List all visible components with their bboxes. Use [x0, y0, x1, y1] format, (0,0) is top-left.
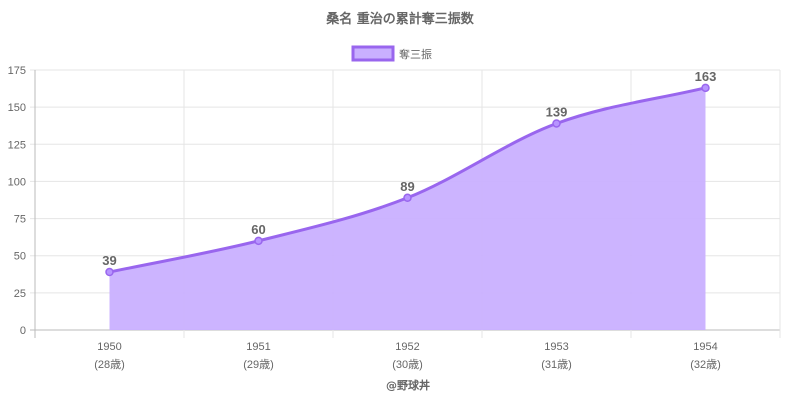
y-tick-label: 125 [8, 139, 26, 151]
x-tick-sublabel: (29歳) [243, 358, 274, 371]
x-tick-sublabel: (30歳) [392, 358, 423, 371]
x-tick-sublabel: (31歳) [541, 358, 572, 371]
x-tick-label: 1951 [246, 341, 270, 353]
y-tick-label: 175 [8, 65, 26, 77]
chart-title: 桑名 重治の累計奪三振数 [325, 11, 475, 27]
credit-text: @野球丼 [386, 378, 430, 392]
data-label: 39 [102, 253, 116, 268]
x-tick-label: 1952 [395, 341, 419, 353]
data-label: 89 [400, 179, 414, 194]
legend-label: 奪三振 [399, 47, 432, 61]
data-point[interactable] [105, 267, 114, 277]
x-tick-label: 1953 [544, 341, 568, 353]
x-tick-label: 1954 [693, 341, 717, 353]
data-point[interactable] [403, 193, 412, 203]
data-label: 60 [251, 222, 265, 237]
series-fill [109, 87, 706, 330]
y-tick-label: 25 [14, 288, 26, 300]
x-tick-sublabel: (28歳) [94, 358, 125, 371]
y-tick-label: 150 [8, 102, 26, 114]
y-tick-label: 100 [8, 176, 26, 188]
data-point[interactable] [254, 236, 263, 246]
data-label: 139 [546, 104, 568, 119]
y-tick-label: 0 [20, 325, 26, 337]
series-area [105, 83, 710, 330]
data-label: 163 [695, 69, 717, 84]
data-point[interactable] [552, 119, 561, 128]
legend[interactable]: 奪三振 [351, 45, 432, 62]
y-axis-ticks: 0 25 50 75 100 125 150 175 [8, 65, 26, 337]
data-point[interactable] [701, 83, 710, 93]
x-tick-sublabel: (32歳) [690, 358, 721, 371]
data-labels: 39 60 89 139 163 [102, 69, 716, 268]
legend-swatch [351, 45, 395, 62]
x-axis-ticks: 1950 (28歳) 1951 (29歳) 1952 (30歳) 1953 (31歳) 1954… [94, 341, 721, 371]
x-tick-label: 1950 [97, 341, 121, 353]
y-tick-label: 75 [14, 214, 26, 226]
y-tick-label: 50 [14, 251, 26, 263]
